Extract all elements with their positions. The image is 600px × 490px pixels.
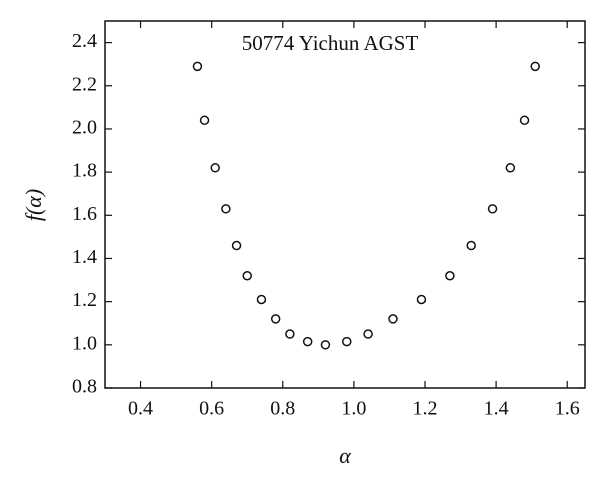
point: [388, 314, 398, 324]
x-tick-label: 1.6: [555, 398, 580, 420]
y-tick-label: 2.0: [72, 117, 97, 139]
point: [231, 240, 242, 251]
y-axis-label: f(α): [21, 189, 46, 221]
x-tick-label: 0.6: [199, 398, 224, 420]
y-tick-label: 1.2: [72, 289, 97, 311]
y-tick-label: 2.2: [72, 73, 97, 95]
point: [285, 329, 295, 339]
point: [210, 163, 220, 173]
point: [256, 294, 267, 305]
plot-frame: [104, 20, 586, 389]
point: [199, 115, 210, 126]
y-tick-label: 1.6: [72, 203, 97, 225]
point: [320, 340, 331, 350]
y-tick-label: 1.8: [72, 160, 97, 182]
y-tick-label: 1.4: [72, 246, 97, 268]
point: [270, 314, 281, 324]
point: [192, 61, 203, 72]
point: [363, 329, 373, 339]
x-tick-label: 1.0: [341, 398, 366, 420]
x-tick-label: 0.8: [270, 398, 295, 420]
point: [530, 61, 540, 72]
y-tick-label: 2.4: [72, 30, 97, 52]
point: [342, 336, 352, 347]
x-axis-label: α: [339, 443, 351, 468]
x-tick-label: 1.2: [413, 398, 438, 420]
point: [242, 270, 252, 281]
y-tick-label: 1.0: [72, 332, 97, 354]
point: [519, 115, 530, 126]
point: [487, 204, 498, 214]
point: [445, 270, 455, 281]
point: [505, 163, 516, 173]
point: [416, 294, 427, 305]
x-tick-label: 1.4: [484, 398, 509, 420]
x-tick-label: 0.4: [128, 398, 153, 420]
point: [466, 240, 476, 251]
y-tick-label: 0.8: [72, 376, 97, 398]
chart-title: 50774 Yichun AGST: [242, 31, 419, 55]
point: [302, 336, 313, 347]
point: [221, 204, 231, 214]
